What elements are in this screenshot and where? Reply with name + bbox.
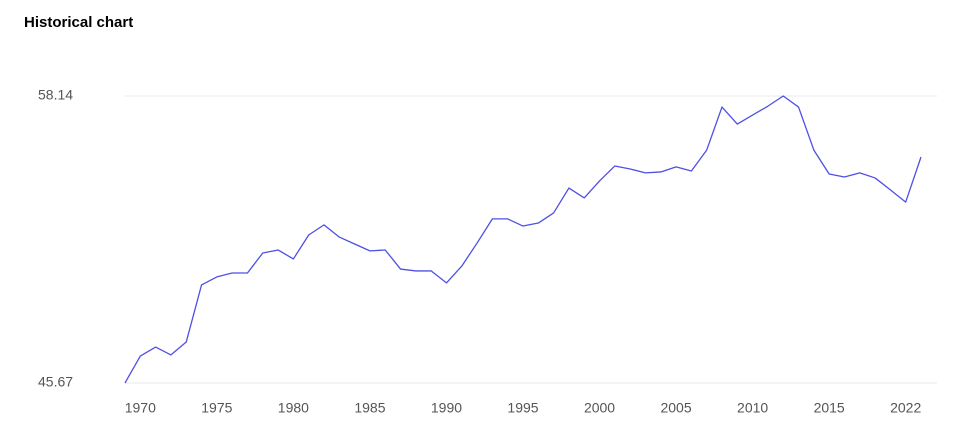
- x-tick-label: 1995: [507, 400, 538, 416]
- x-tick-label: 1975: [201, 400, 232, 416]
- y-tick-label: 58.14: [38, 87, 73, 103]
- x-tick-label: 1985: [354, 400, 385, 416]
- y-tick-label: 45.67: [38, 374, 73, 390]
- x-tick-label: 2010: [737, 400, 768, 416]
- x-tick-label: 1970: [125, 400, 156, 416]
- x-tick-label: 2022: [890, 400, 921, 416]
- x-tick-label: 2005: [660, 400, 691, 416]
- chart-title: Historical chart: [24, 14, 133, 31]
- x-tick-label: 2000: [584, 400, 615, 416]
- x-tick-label: 1990: [431, 400, 462, 416]
- x-tick-label: 1980: [278, 400, 309, 416]
- data-line: [124, 95, 922, 384]
- x-tick-label: 2015: [814, 400, 845, 416]
